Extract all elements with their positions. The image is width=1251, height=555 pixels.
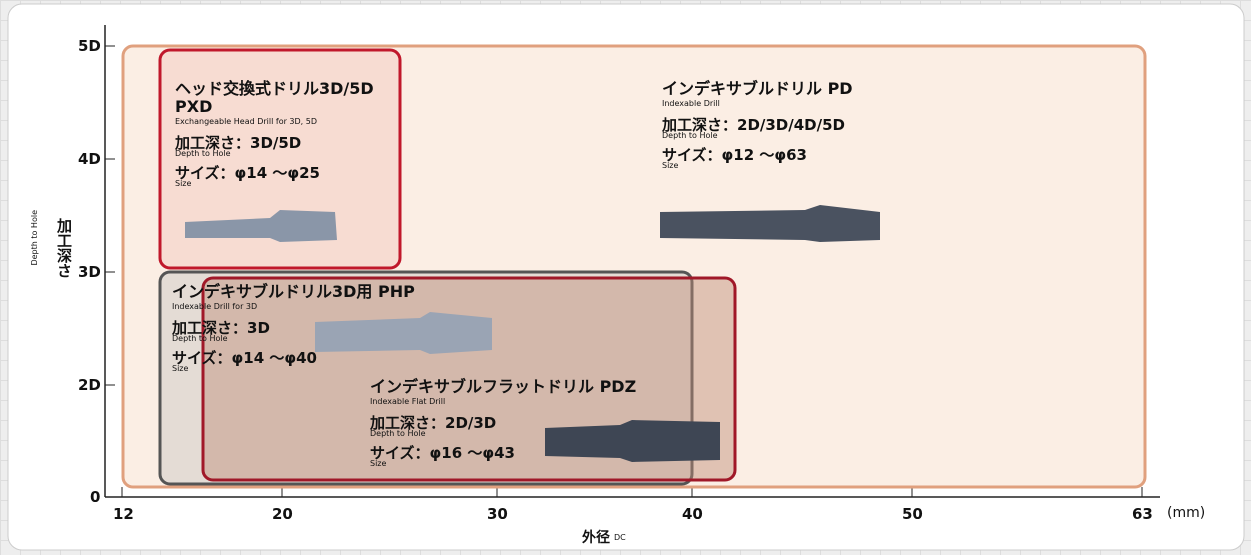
tick-marks [105,45,1143,497]
x-tick-label: 20 [272,505,293,523]
y-sublabel: Depth to Hole [30,210,39,266]
region-title: PXD [175,97,213,116]
drill-images [185,205,880,462]
region-depth-sub: Depth to Hole [172,334,228,343]
region-subtitle: Indexable Drill [662,99,720,108]
y-tick-label: 3D [78,263,101,281]
region-title: インデキサブルフラットドリル PDZ [370,377,637,396]
x-tick-label: 63 [1132,505,1153,523]
region-depth-sub: Depth to Hole [175,149,231,158]
region-subtitle: Indexable Drill for 3D [172,302,258,311]
region-depth: 加工深さ：2D/3D/4D/5D [662,116,845,134]
y-label: 加工深さ [55,218,73,278]
x-tick-label: 50 [902,505,923,523]
y-tick-label: 0 [90,488,101,506]
x-tick-label: 40 [682,505,703,523]
region-size-sub: Size [370,459,387,468]
region-size-sub: Size [175,179,192,188]
region-size: サイズ：φ16 ～φ43 [370,444,515,462]
y-tick-label: 2D [78,376,101,394]
x-label: 外径 [582,530,610,546]
region-title: ヘッド交換式ドリル3D/5D [175,79,374,98]
region-size: サイズ：φ14 ～φ40 [172,349,317,367]
x-unit: (mm) [1167,505,1206,521]
region-size: サイズ：φ14 ～φ25 [175,164,320,182]
region-subtitle: Indexable Flat Drill [370,397,446,406]
x-sublabel: DC [614,533,626,542]
region-pxd [158,48,402,270]
region-depth-sub: Depth to Hole [370,429,426,438]
region-subtitle: Exchangeable Head Drill for 3D, 5D [175,117,318,126]
region-title: インデキサブルドリル PD [662,79,853,98]
y-tick-label: 5D [78,37,101,55]
y-tick-label: 4D [78,150,101,168]
x-tick-label: 12 [113,505,134,523]
region-title: インデキサブルドリル3D用 PHP [172,282,415,301]
region-depth: 加工深さ：3D/5D [175,134,302,152]
region-size-sub: Size [662,161,679,170]
x-tick-label: 30 [487,505,508,523]
region-size: サイズ：φ12 ～φ63 [662,146,807,164]
region-depth-sub: Depth to Hole [662,131,718,140]
region-depth: 加工深さ：3D [172,319,270,337]
region-size-sub: Size [172,364,189,373]
region-depth: 加工深さ：2D/3D [370,414,497,432]
